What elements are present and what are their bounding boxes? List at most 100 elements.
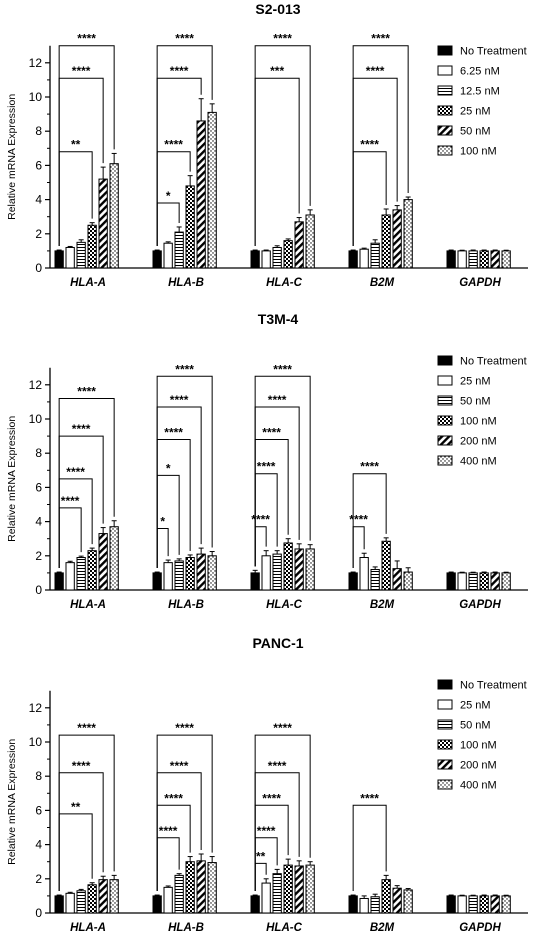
- bar-5-1: [207, 555, 217, 591]
- bar-4-1: [196, 553, 206, 591]
- y-tick-label: 2: [35, 872, 42, 886]
- x-category-label: HLA-C: [266, 277, 302, 289]
- x-category-label: B2M: [370, 599, 395, 611]
- bar-0-0: [54, 895, 64, 914]
- significance-bracket: [254, 473, 278, 567]
- significance-label: ****: [262, 791, 281, 805]
- legend-label: 50 nM: [460, 720, 491, 732]
- significance-bracket: [58, 151, 93, 247]
- bar-4-2: [294, 221, 304, 269]
- bar-1-2: [261, 555, 271, 591]
- bar-4-0: [98, 178, 108, 269]
- significance-label: ****: [268, 759, 287, 773]
- bar-2-4: [468, 572, 478, 591]
- y-tick-label: 8: [35, 769, 42, 783]
- legend-swatch: [437, 759, 453, 770]
- bar-5-1: [207, 862, 217, 914]
- bar-0-3: [348, 895, 358, 914]
- significance-label: ****: [349, 513, 368, 527]
- bar-2-1: [174, 231, 184, 269]
- significance-label: ****: [360, 460, 379, 474]
- bar-1-0: [65, 246, 75, 269]
- chart-title: S2-013: [255, 1, 300, 17]
- legend-swatch: [437, 739, 453, 750]
- y-axis-label: Relative mRNA Expression: [6, 739, 18, 865]
- legend-label: 400 nM: [460, 780, 497, 792]
- legend-label: No Treatment: [460, 46, 527, 58]
- legend-swatch: [437, 65, 453, 76]
- significance-bracket: [58, 478, 93, 569]
- bar-5-2: [305, 214, 315, 269]
- legend-label: No Treatment: [460, 680, 527, 692]
- y-tick-label: 12: [29, 56, 43, 70]
- bar-2-0: [76, 557, 86, 591]
- legend-swatch: [437, 719, 453, 730]
- significance-label: ****: [72, 64, 91, 78]
- bar-3-0: [87, 884, 97, 914]
- chart-panel-0: S2-013 Relative mRNA Expression 0 2 4 6 8 10 12 H…: [6, 1, 528, 289]
- significance-bracket: [156, 202, 180, 247]
- significance-label: ****: [360, 138, 379, 152]
- bar-4-3: [392, 568, 402, 591]
- legend-swatch: [437, 85, 453, 96]
- significance-bracket: [254, 804, 289, 892]
- significance-label: ****: [175, 721, 194, 735]
- significance-bracket: [156, 527, 169, 569]
- bar-1-4: [457, 895, 467, 914]
- x-category-label: HLA-B: [168, 277, 204, 289]
- chart-panel-1: T3M-4 Relative mRNA Expression 0 2 4 6 8 10 12 HL…: [6, 311, 528, 611]
- bar-3-3: [381, 214, 391, 269]
- significance-bracket: [254, 77, 300, 247]
- bar-2-2: [272, 246, 282, 269]
- significance-label: ****: [164, 138, 183, 152]
- legend-swatch: [437, 455, 453, 466]
- significance-label: ****: [170, 393, 189, 407]
- bar-0-3: [348, 572, 358, 591]
- bar-2-3: [370, 568, 380, 591]
- y-tick-label: 10: [29, 735, 43, 749]
- bar-0-2: [250, 895, 260, 914]
- significance-bracket: [254, 439, 289, 567]
- chart-title: PANC-1: [252, 635, 303, 651]
- x-category-label: HLA-A: [70, 599, 106, 611]
- legend-swatch: [437, 375, 453, 386]
- significance-label: ****: [366, 64, 385, 78]
- significance-label: ****: [77, 384, 96, 398]
- bar-4-0: [98, 879, 108, 914]
- y-tick-label: 4: [35, 193, 42, 207]
- bar-5-3: [403, 889, 413, 914]
- bar-1-0: [65, 562, 75, 591]
- bar-2-3: [370, 896, 380, 914]
- y-tick-label: 0: [35, 906, 42, 920]
- bar-4-4: [490, 895, 500, 914]
- bar-0-1: [152, 250, 162, 269]
- legend-label: 6.25 nM: [460, 66, 500, 78]
- significance-label: ****: [257, 824, 276, 838]
- bar-1-3: [359, 557, 369, 591]
- legend-swatch: [437, 779, 453, 790]
- bar-0-1: [152, 895, 162, 914]
- x-category-label: GAPDH: [459, 277, 501, 289]
- y-tick-label: 10: [29, 90, 43, 104]
- bar-2-0: [76, 241, 86, 269]
- bar-5-0: [109, 879, 119, 914]
- y-tick-label: 2: [35, 227, 42, 241]
- y-tick-label: 12: [29, 378, 43, 392]
- bar-0-0: [54, 572, 64, 591]
- bar-1-1: [163, 242, 173, 269]
- bar-1-4: [457, 250, 467, 269]
- significance-bracket: [352, 151, 387, 247]
- significance-label: ***: [270, 64, 284, 78]
- legend-swatch: [437, 125, 453, 136]
- bar-2-0: [76, 890, 86, 914]
- bar-0-0: [54, 250, 64, 269]
- bar-5-4: [501, 250, 511, 269]
- bar-4-4: [490, 250, 500, 269]
- bar-1-3: [359, 897, 369, 914]
- bar-3-4: [479, 250, 489, 269]
- x-category-label: GAPDH: [459, 599, 501, 611]
- bar-0-4: [446, 572, 456, 591]
- bar-4-1: [196, 860, 206, 914]
- significance-bracket: [254, 526, 267, 567]
- bar-1-2: [261, 882, 271, 914]
